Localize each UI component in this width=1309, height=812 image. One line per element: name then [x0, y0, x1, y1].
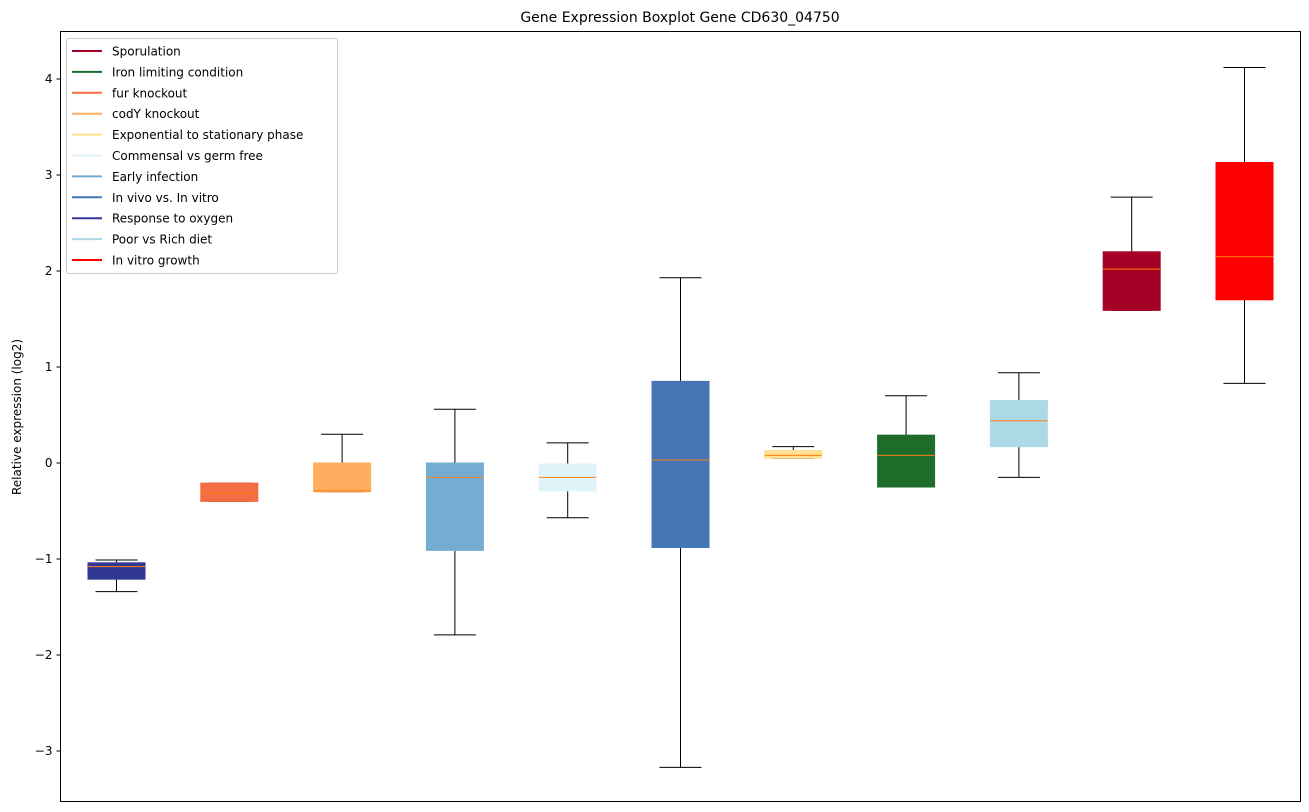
box-body	[1215, 162, 1274, 301]
box-in-vivo-vs-in-vitro	[651, 277, 710, 768]
legend-item: fur knockout	[72, 86, 188, 100]
plot-frame	[60, 31, 1301, 802]
legend-label: In vivo vs. In vitro	[112, 191, 219, 205]
y-tick-label: 3	[45, 168, 53, 182]
box-sporulation	[1102, 196, 1161, 311]
legend-item: Poor vs Rich diet	[72, 233, 212, 247]
box-body	[764, 450, 823, 459]
legend-item: Iron limiting condition	[72, 65, 243, 79]
y-tick-label: −1	[35, 552, 53, 566]
legend-label: Response to oxygen	[112, 212, 233, 226]
legend-label: In vitro growth	[112, 254, 200, 268]
legend-item: Response to oxygen	[72, 212, 233, 226]
y-axis: −3 −2 −1 0 1 2 3 4	[35, 72, 61, 758]
legend-item: In vivo vs. In vitro	[72, 191, 219, 205]
legend-label: codY knockout	[112, 107, 200, 121]
legend-label: fur knockout	[112, 86, 188, 100]
box-body	[651, 380, 710, 548]
legend-item: In vitro growth	[72, 254, 200, 268]
box-response-to-oxygen	[87, 559, 146, 593]
box-in-vitro-growth	[1215, 66, 1274, 384]
box-body	[877, 434, 936, 488]
y-tick-label: −3	[35, 744, 53, 758]
legend: Sporulation Iron limiting condition fur kn…	[66, 38, 338, 274]
box-cody-knockout	[313, 433, 372, 493]
legend-label: Iron limiting condition	[112, 65, 243, 79]
box-body	[87, 562, 146, 580]
y-tick-label: 2	[45, 264, 53, 278]
box-body	[989, 400, 1048, 448]
box-early-infection	[425, 408, 484, 636]
legend-label: Poor vs Rich diet	[112, 233, 212, 247]
legend-item: Sporulation	[72, 45, 181, 59]
y-tick-label: 1	[45, 360, 53, 374]
boxes-group	[87, 66, 1274, 768]
legend-label: Exponential to stationary phase	[112, 128, 303, 142]
legend-label: Sporulation	[112, 45, 181, 59]
legend-frame	[66, 38, 338, 274]
legend-item: Early infection	[72, 170, 198, 184]
legend-item: codY knockout	[72, 107, 200, 121]
box-commensal-vs-germ-free	[538, 442, 597, 519]
legend-label: Commensal vs germ free	[112, 149, 263, 163]
y-tick-label: 0	[45, 456, 53, 470]
chart-title: Gene Expression Boxplot Gene CD630_04750	[520, 10, 839, 26]
box-poor-vs-rich-diet	[989, 372, 1048, 478]
y-axis-label: Relative expression (log2)	[10, 339, 24, 495]
box-fur-knockout	[200, 482, 259, 502]
box-body	[313, 462, 372, 493]
y-tick-label: −2	[35, 648, 53, 662]
box-body	[1102, 251, 1161, 311]
legend-item: Exponential to stationary phase	[72, 128, 303, 142]
y-tick-label: 4	[45, 72, 53, 86]
box-body	[425, 462, 484, 551]
legend-item: Commensal vs germ free	[72, 149, 263, 163]
box-iron-limiting-condition	[877, 395, 936, 488]
box-exponential-to-stationary-phase	[764, 446, 823, 459]
legend-label: Early infection	[112, 170, 198, 184]
